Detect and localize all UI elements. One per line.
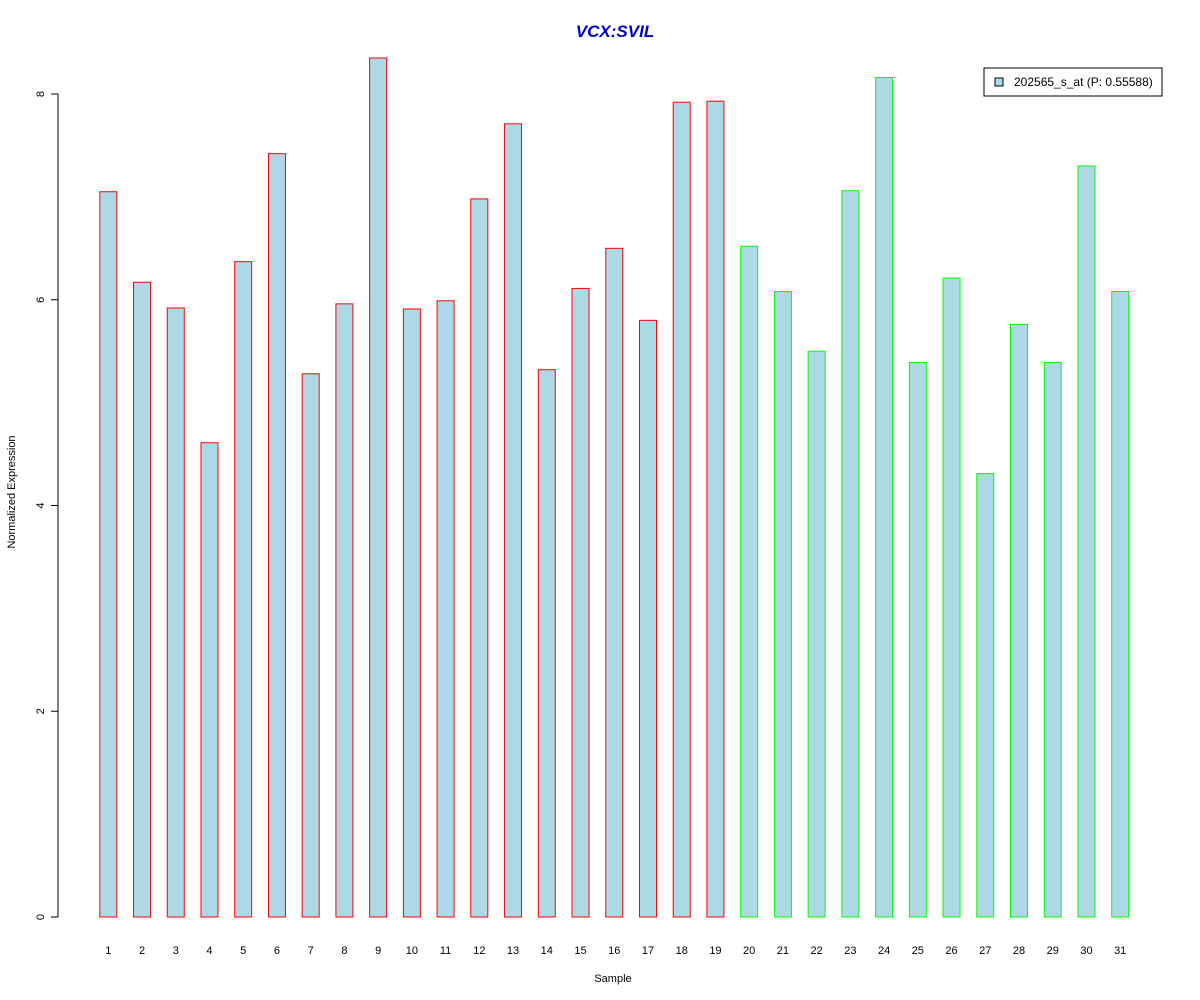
x-tick-label: 17 xyxy=(642,945,654,957)
x-tick-label: 27 xyxy=(979,945,991,957)
bar-sample-16 xyxy=(605,247,624,918)
y-axis-label: Normalized Expression xyxy=(6,435,18,548)
bar-sample-12 xyxy=(470,198,489,918)
x-tick-label: 12 xyxy=(473,945,485,957)
bar-sample-14 xyxy=(537,369,556,918)
bar-sample-4 xyxy=(200,442,219,918)
bar-sample-2 xyxy=(133,281,152,918)
legend-label: 202565_s_at (P: 0.55588) xyxy=(1014,75,1153,89)
legend-box xyxy=(983,67,1163,97)
x-tick-label: 30 xyxy=(1080,945,1092,957)
x-tick-label: 28 xyxy=(1013,945,1025,957)
legend-swatch xyxy=(994,77,1004,87)
bar-sample-27 xyxy=(976,473,995,918)
x-tick-label: 7 xyxy=(308,945,314,957)
x-tick-label: 2 xyxy=(139,945,145,957)
bar-sample-7 xyxy=(301,373,320,918)
bar-sample-5 xyxy=(234,261,253,918)
legend: 202565_s_at (P: 0.55588) xyxy=(983,67,1163,97)
bar-sample-28 xyxy=(1010,323,1029,918)
bar-sample-26 xyxy=(942,277,961,918)
bar-sample-30 xyxy=(1077,165,1096,918)
x-tick-label: 15 xyxy=(574,945,586,957)
bar-sample-15 xyxy=(571,287,590,918)
x-tick-label: 20 xyxy=(743,945,755,957)
bar-sample-18 xyxy=(672,101,691,918)
x-tick-label: 26 xyxy=(945,945,957,957)
chart-title: VCX:SVIL xyxy=(576,22,654,41)
x-tick-label: 8 xyxy=(341,945,347,957)
x-tick-label: 21 xyxy=(777,945,789,957)
x-tick-label: 25 xyxy=(912,945,924,957)
y-tick-label: 6 xyxy=(35,297,47,303)
bar-sample-21 xyxy=(773,291,792,918)
x-tick-label: 14 xyxy=(541,945,553,957)
x-tick-label: 11 xyxy=(440,945,451,957)
bar-sample-25 xyxy=(908,362,927,918)
bar-sample-3 xyxy=(166,307,185,918)
bar-sample-22 xyxy=(807,350,826,918)
bar-sample-31 xyxy=(1111,291,1130,918)
y-tick-label: 2 xyxy=(35,708,47,714)
x-tick-label: 3 xyxy=(173,945,179,957)
x-tick-labels: 1 2 3 4 5 6 7 8 9 10 11 12 13 14 15 16 17 18 19 20 21 22 23 24 2… xyxy=(105,945,1126,957)
y-tick-label: 0 xyxy=(35,914,47,920)
x-tick-label: 16 xyxy=(608,945,620,957)
y-axis: 0 2 4 6 8 xyxy=(35,91,59,920)
bar-sample-20 xyxy=(740,245,759,918)
x-tick-label: 6 xyxy=(274,945,280,957)
bar-sample-13 xyxy=(504,123,523,918)
x-tick-label: 9 xyxy=(375,945,381,957)
x-tick-label: 31 xyxy=(1114,945,1126,957)
x-tick-label: 24 xyxy=(878,945,890,957)
x-tick-label: 10 xyxy=(406,945,418,957)
y-tick-label: 8 xyxy=(35,91,47,97)
y-tick-label: 4 xyxy=(35,502,47,508)
x-tick-label: 1 xyxy=(105,945,111,957)
x-tick-label: 4 xyxy=(206,945,212,957)
bar-sample-19 xyxy=(706,100,725,918)
bar-sample-11 xyxy=(436,300,455,918)
x-tick-label: 22 xyxy=(811,945,823,957)
bar-sample-24 xyxy=(875,77,894,918)
bar-sample-9 xyxy=(369,57,388,918)
bar-sample-29 xyxy=(1043,362,1062,918)
bar-sample-6 xyxy=(267,153,286,918)
bar-sample-1 xyxy=(99,191,118,918)
x-tick-label: 5 xyxy=(240,945,246,957)
x-tick-label: 19 xyxy=(709,945,721,957)
x-tick-label: 23 xyxy=(844,945,856,957)
bars xyxy=(99,57,1130,918)
x-axis-label: Sample xyxy=(594,973,631,985)
bar-sample-17 xyxy=(638,319,657,918)
bar-sample-8 xyxy=(335,303,354,918)
bar-sample-23 xyxy=(841,190,860,918)
x-tick-label: 18 xyxy=(676,945,688,957)
bar-sample-10 xyxy=(402,308,421,918)
x-tick-label: 29 xyxy=(1047,945,1059,957)
x-tick-label: 13 xyxy=(507,945,519,957)
